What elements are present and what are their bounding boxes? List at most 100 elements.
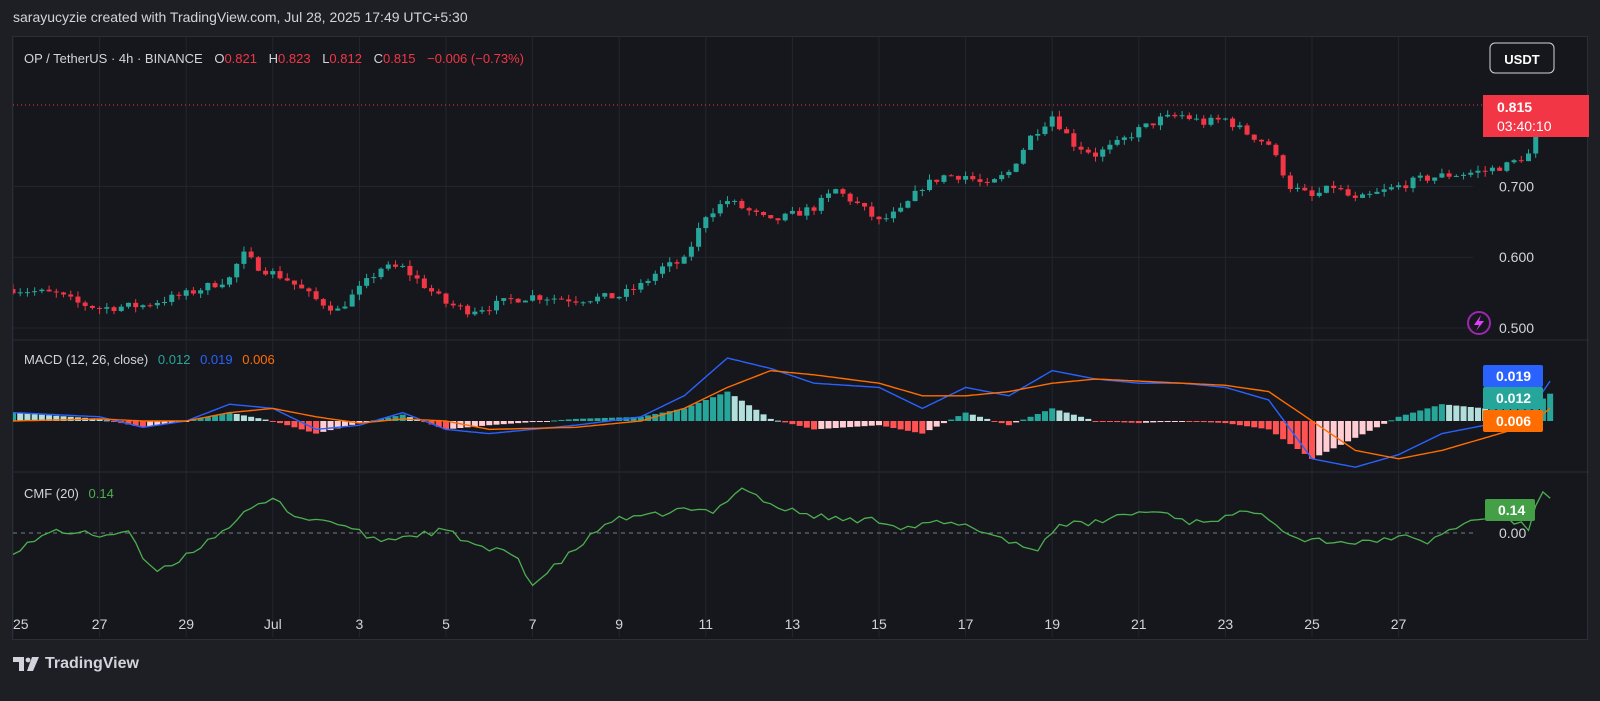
macd-histogram-bar bbox=[1193, 421, 1200, 422]
macd-histogram-bar bbox=[53, 415, 60, 421]
macd-histogram-bar bbox=[1244, 421, 1251, 427]
x-tick-label: 27 bbox=[92, 616, 108, 632]
macd-histogram-bar bbox=[1330, 421, 1337, 449]
candle-down bbox=[320, 299, 326, 306]
macd-histogram-bar bbox=[46, 415, 53, 421]
candle-down bbox=[537, 295, 543, 300]
macd-histogram-bar bbox=[558, 419, 565, 421]
macd-histogram-bar bbox=[731, 396, 738, 421]
candle-down bbox=[739, 200, 745, 209]
candle-down bbox=[955, 175, 961, 180]
candle-up bbox=[1020, 149, 1026, 164]
candle-up bbox=[905, 201, 911, 208]
chart-area[interactable]: 25 27 29 Jul 3 5 7 9 11 13 15 17 19 21 23 25 27 0.500 0.60… bbox=[10, 36, 1589, 641]
currency-label[interactable]: USDT bbox=[1504, 52, 1539, 67]
candle-down bbox=[1093, 152, 1098, 157]
macd-histogram-bar bbox=[1128, 421, 1135, 423]
macd-histogram-bar bbox=[861, 421, 868, 427]
credit-text: sarayucyzie created with TradingView.com… bbox=[13, 9, 468, 25]
candle-down bbox=[746, 208, 752, 211]
candle-up bbox=[1136, 127, 1142, 138]
macd-histogram-bar bbox=[1410, 412, 1417, 421]
macd-histogram-bar bbox=[789, 421, 796, 425]
macd-histogram-bar bbox=[1460, 406, 1467, 421]
candle-down bbox=[313, 291, 319, 300]
macd-histogram-bar bbox=[536, 421, 543, 422]
candle-down bbox=[328, 305, 334, 311]
candle-down bbox=[68, 294, 74, 297]
last-price-value: 0.815 bbox=[1497, 99, 1532, 115]
candle-up bbox=[479, 310, 485, 312]
candle-up bbox=[227, 277, 232, 285]
candle-down bbox=[753, 210, 759, 212]
candle-up bbox=[241, 251, 247, 264]
candle-up bbox=[1049, 116, 1055, 127]
hist-badge: 0.012 bbox=[1496, 390, 1531, 406]
macd-histogram-bar bbox=[1395, 416, 1402, 421]
candle-up bbox=[963, 176, 969, 180]
candle-down bbox=[392, 264, 398, 267]
candle-down bbox=[1201, 118, 1207, 125]
candle-up bbox=[125, 302, 131, 307]
y-tick-label: 0.700 bbox=[1499, 178, 1534, 194]
candle-up bbox=[927, 179, 933, 191]
y-tick-label: 0.500 bbox=[1499, 320, 1534, 336]
macd-histogram-bar bbox=[1431, 406, 1438, 421]
macd-histogram-bar bbox=[341, 421, 348, 427]
candle-down bbox=[443, 293, 449, 304]
macd-histogram-bar bbox=[695, 402, 702, 421]
candle-down bbox=[566, 299, 572, 302]
macd-histogram-bar bbox=[1337, 421, 1344, 445]
candle-up bbox=[1388, 187, 1394, 190]
macd-histogram-bar bbox=[161, 421, 168, 425]
axis-labels: 25 27 29 Jul 3 5 7 9 11 13 15 17 19 21 23 25 27 0.500 0.60… bbox=[13, 178, 1534, 632]
candle-down bbox=[984, 181, 990, 183]
macd-histogram-bar bbox=[1041, 411, 1048, 421]
macd-histogram-bar bbox=[507, 421, 514, 424]
candle-down bbox=[1331, 185, 1337, 189]
candle-down bbox=[1345, 189, 1351, 196]
macd-histogram-bar bbox=[1446, 404, 1453, 421]
macd-histogram-bar bbox=[38, 414, 45, 421]
candle-down bbox=[176, 294, 182, 296]
candle-up bbox=[681, 256, 687, 264]
candle-up bbox=[1432, 177, 1438, 181]
macd-histogram-bar bbox=[320, 421, 327, 432]
macd-histogram-bar bbox=[897, 421, 904, 430]
macd-histogram-bar bbox=[10, 412, 16, 421]
tradingview-logo-icon bbox=[13, 657, 39, 671]
candle-down bbox=[255, 257, 261, 271]
candle-up bbox=[1526, 153, 1531, 162]
macd-histogram-bar bbox=[803, 421, 810, 428]
candle-down bbox=[1273, 144, 1279, 156]
candle-down bbox=[1071, 133, 1077, 147]
macd-histogram-bar bbox=[1222, 421, 1229, 424]
x-tick-label: 9 bbox=[615, 616, 623, 632]
candle-up bbox=[1165, 114, 1171, 117]
candle-up bbox=[1374, 191, 1380, 194]
macd-histogram-bar bbox=[1236, 421, 1243, 426]
macd-badges: 0.019 0.012 0.006 bbox=[1483, 365, 1543, 432]
candle-down bbox=[1482, 170, 1488, 172]
macd-histogram-bar bbox=[219, 414, 226, 421]
macd-histogram-bar bbox=[385, 417, 392, 421]
candle-up bbox=[660, 266, 665, 274]
macd-histogram-bar bbox=[565, 419, 572, 421]
candle-up bbox=[710, 213, 716, 218]
macd-histogram-bar bbox=[1179, 421, 1186, 422]
macd-histogram-bar bbox=[811, 421, 818, 430]
candle-up bbox=[688, 246, 694, 257]
chart-canvas[interactable]: 25 27 29 Jul 3 5 7 9 11 13 15 17 19 21 23 25 27 0.500 0.60… bbox=[10, 37, 1589, 641]
macd-histogram-bar bbox=[818, 421, 825, 429]
low-value: 0.812 bbox=[329, 51, 362, 66]
macd-histogram-bar bbox=[998, 421, 1005, 424]
candle-down bbox=[1352, 195, 1358, 198]
currency-button[interactable]: USDT bbox=[1489, 42, 1555, 74]
candle-down bbox=[486, 310, 492, 312]
macd-histogram-bar bbox=[1070, 414, 1077, 421]
macd-histogram-bar bbox=[363, 421, 370, 422]
lightning-icon[interactable] bbox=[1467, 311, 1491, 335]
macd-histogram-bar bbox=[269, 421, 276, 422]
candle-up bbox=[1222, 118, 1228, 120]
close-value: 0.815 bbox=[383, 51, 416, 66]
